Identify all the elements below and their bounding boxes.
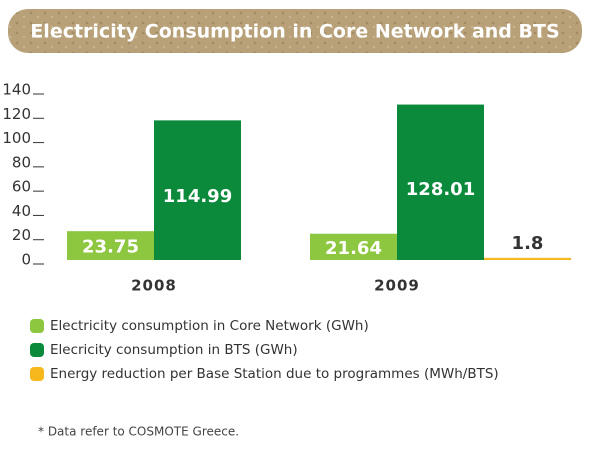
legend-label: Elecricity consumption in BTS (GWh) — [50, 342, 298, 358]
y-tick-label: 80 — [12, 153, 31, 171]
legend-swatch — [30, 343, 44, 357]
y-tick-label: 20 — [12, 226, 31, 244]
legend-swatch — [30, 319, 44, 333]
y-tick-label: 140 — [2, 81, 31, 99]
bar — [154, 120, 241, 260]
legend-swatch — [30, 367, 44, 381]
x-tick-label: 2008 — [131, 277, 177, 295]
bar — [397, 104, 484, 260]
x-tick-label: 2009 — [374, 277, 420, 295]
y-tick-label: 0 — [21, 251, 31, 269]
value-label: 128.01 — [406, 179, 475, 200]
y-tick-label: 120 — [2, 105, 31, 123]
y-tick-label: 40 — [12, 202, 31, 220]
value-label: 1.8 — [512, 233, 544, 254]
value-label: 114.99 — [163, 186, 232, 207]
value-label: 21.64 — [325, 238, 382, 259]
legend-label: Electricity consumption in Core Network … — [50, 318, 369, 334]
title-banner — [8, 9, 582, 53]
legend-label: Energy reduction per Base Station due to… — [50, 366, 499, 382]
footnote: * Data refer to COSMOTE Greece. — [38, 425, 239, 439]
y-tick-label: 60 — [12, 178, 31, 196]
value-label: 23.75 — [82, 237, 139, 258]
bar — [67, 231, 154, 260]
chart-title: Electricity Consumption in Core Network … — [30, 21, 559, 43]
y-tick-label: 100 — [2, 129, 31, 147]
bar — [484, 257, 571, 260]
bar — [310, 233, 397, 260]
